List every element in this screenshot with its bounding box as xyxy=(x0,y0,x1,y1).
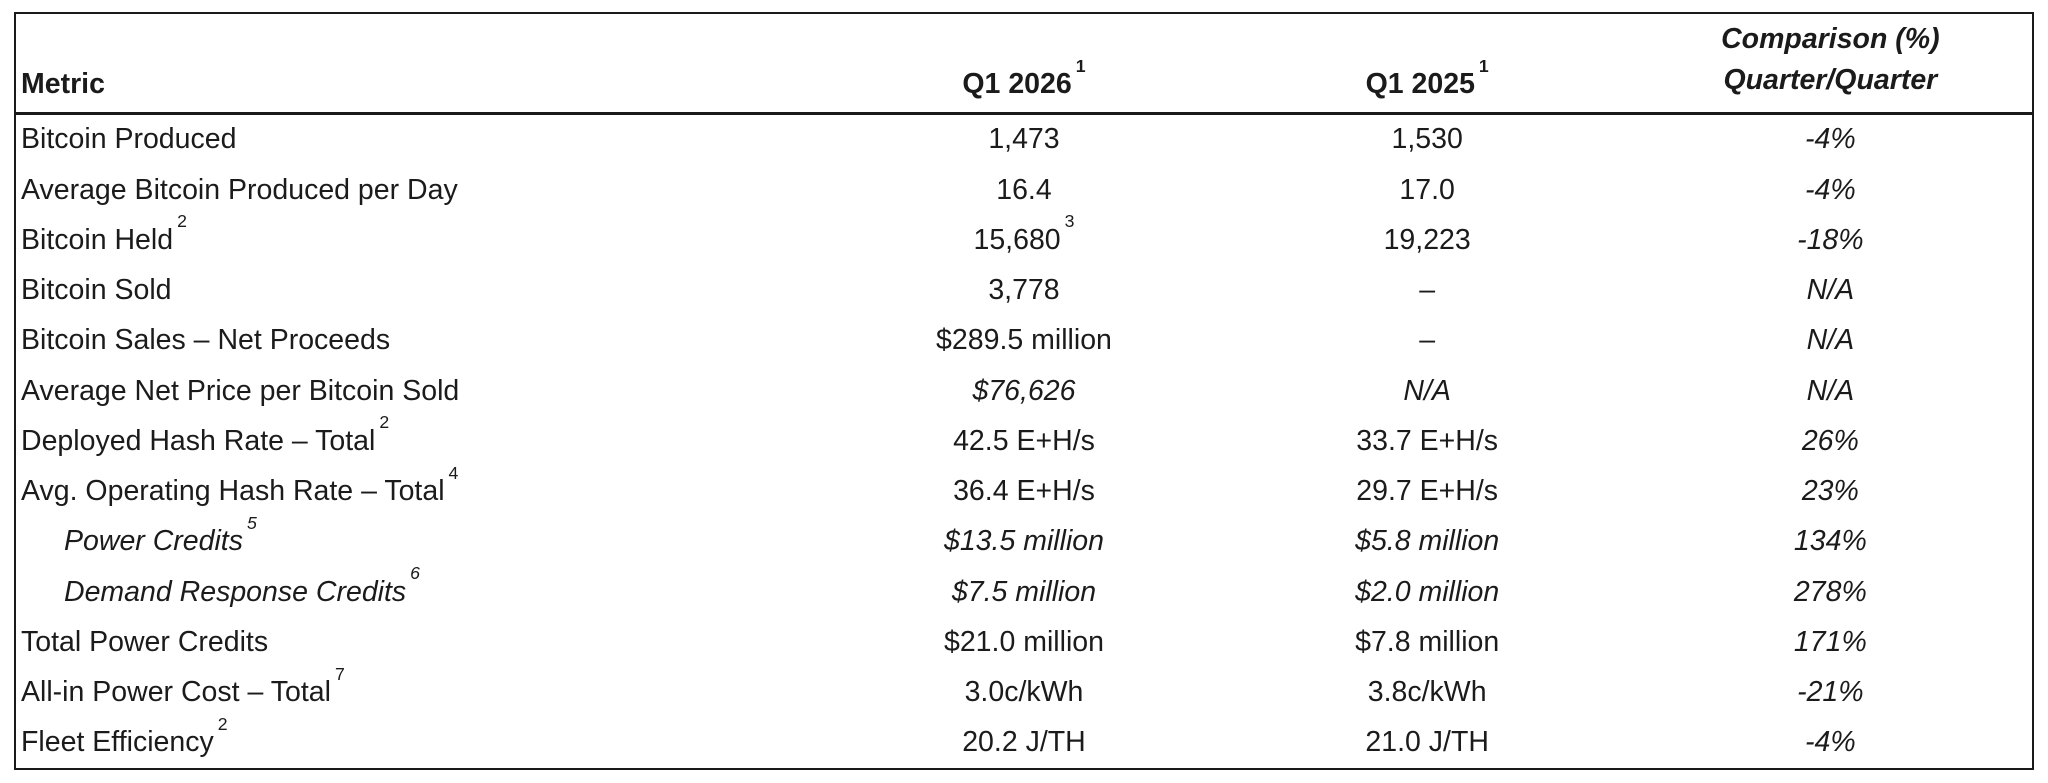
footnote-marker: 4 xyxy=(448,462,459,483)
q1-2025-header-label: Q1 20251 xyxy=(1365,55,1489,100)
q1-2025-value-cell: 29.7 E+H/s xyxy=(1356,475,1499,508)
footnote-marker: 2 xyxy=(379,412,390,433)
comparison-value-cell: 278% xyxy=(1793,575,1867,608)
comparison-value-cell: 171% xyxy=(1793,625,1867,658)
q1-2026-value-cell: 36.4 E+H/s xyxy=(953,475,1095,508)
footnote-marker: 2 xyxy=(217,713,228,734)
metric-cell: Average Net Price per Bitcoin Sold xyxy=(21,374,460,407)
q1-2026-value-cell: 16.4 xyxy=(996,173,1052,206)
q1-2026-value-cell: 20.2 J/TH xyxy=(962,726,1086,759)
q1-2026-value-cell: 15,6803 xyxy=(973,211,1075,256)
q1-2026-value-cell: $7.5 million xyxy=(951,575,1097,608)
q1-2025-value-cell: 19,223 xyxy=(1383,223,1471,256)
q1-2026-value-cell: $76,626 xyxy=(972,374,1076,407)
metric-column-header: Metric xyxy=(16,14,822,112)
table-row: Average Bitcoin Produced per Day 16.4 17.0… xyxy=(16,165,2032,215)
footnote-marker: 5 xyxy=(246,512,257,533)
q1-2026-value-cell: $289.5 million xyxy=(936,324,1112,357)
table-row: Bitcoin Sales – Net Proceeds $289.5 milli… xyxy=(16,316,2032,366)
q1-2026-column-header: Q1 20261 xyxy=(822,14,1225,112)
metric-cell: Average Bitcoin Produced per Day xyxy=(21,173,458,206)
comparison-value-cell: -21% xyxy=(1797,676,1864,709)
footnote-marker: 1 xyxy=(1075,55,1086,76)
q1-2025-value-cell: 1,530 xyxy=(1391,123,1463,156)
comparison-value-cell: N/A xyxy=(1806,374,1855,407)
table-body: Bitcoin Produced 1,473 1,530 -4% Average Bit… xyxy=(16,115,2032,768)
q1-2025-value-cell: 17.0 xyxy=(1399,173,1455,206)
q1-2025-value-cell: $7.8 million xyxy=(1355,625,1500,658)
table-row: Bitcoin Sold 3,778 – N/A xyxy=(16,266,2032,316)
comparison-value-cell: -4% xyxy=(1805,123,1856,156)
comparison-value-cell: -4% xyxy=(1805,173,1856,206)
table-row: Bitcoin Held2 15,6803 19,223 -18% xyxy=(16,211,2032,265)
q1-2025-value-cell: – xyxy=(1419,274,1436,307)
q1-2025-value-cell: 21.0 J/TH xyxy=(1365,726,1489,759)
footnote-marker: 3 xyxy=(1064,211,1075,232)
table-row: Avg. Operating Hash Rate – Total4 36.4 E+… xyxy=(16,462,2032,517)
metric-cell: Deployed Hash Rate – Total2 xyxy=(21,412,390,457)
q1-2026-value-cell: $13.5 million xyxy=(943,525,1104,558)
q1-2025-column-header: Q1 20251 xyxy=(1226,14,1629,112)
table-row: All-in Power Cost – Total7 3.0c/kWh 3.8c/k… xyxy=(16,663,2032,718)
table-header-row: Metric Q1 20261 Q1 20251 Comparison (%) … xyxy=(16,14,2032,115)
q1-2025-value-cell: 33.7 E+H/s xyxy=(1356,424,1499,457)
metric-cell: Avg. Operating Hash Rate – Total4 xyxy=(21,462,459,508)
q1-2025-value-cell: – xyxy=(1419,324,1436,357)
q1-2026-header-label: Q1 20261 xyxy=(962,55,1086,100)
comparison-value-cell: N/A xyxy=(1806,324,1855,357)
table-row: Fleet Efficiency2 20.2 J/TH 21.0 J/TH -4% xyxy=(16,713,2032,768)
q1-2025-value-cell: $5.8 million xyxy=(1355,525,1500,558)
q1-2026-value-cell: 3,778 xyxy=(988,274,1060,307)
footnote-marker: 1 xyxy=(1478,55,1489,76)
q1-2026-value-cell: $21.0 million xyxy=(943,625,1104,658)
footnote-marker: 2 xyxy=(177,211,187,232)
comparison-value-cell: 23% xyxy=(1801,475,1859,508)
metric-cell: Power Credits5 xyxy=(64,512,257,558)
comparison-column-header: Comparison (%) Quarter/Quarter xyxy=(1629,14,2032,112)
metric-cell: Total Power Credits xyxy=(21,625,269,658)
comparison-value-cell: -18% xyxy=(1797,223,1864,256)
metric-cell: Bitcoin Produced xyxy=(21,123,237,156)
metric-cell: Bitcoin Sales – Net Proceeds xyxy=(21,324,391,357)
table-row: Bitcoin Produced 1,473 1,530 -4% xyxy=(16,115,2032,165)
q1-2026-value-cell: 42.5 E+H/s xyxy=(953,424,1095,457)
comparison-header-line1: Comparison (%) xyxy=(1721,23,1940,55)
footnote-marker: 7 xyxy=(334,663,345,684)
metric-cell: Bitcoin Held2 xyxy=(21,211,187,256)
table-row: Power Credits5 $13.5 million $5.8 million 1… xyxy=(16,512,2032,567)
metric-cell: All-in Power Cost – Total7 xyxy=(21,663,345,709)
table-row: Total Power Credits $21.0 million $7.8 mil… xyxy=(16,617,2032,667)
metric-header-label: Metric xyxy=(21,68,105,100)
q1-2025-value-cell: N/A xyxy=(1403,374,1451,407)
table-row: Deployed Hash Rate – Total2 42.5 E+H/s 33.… xyxy=(16,412,2032,466)
comparison-value-cell: N/A xyxy=(1806,274,1855,307)
comparison-header-label: Comparison (%) Quarter/Quarter xyxy=(1721,19,1940,101)
q1-2026-value-cell: 1,473 xyxy=(988,123,1060,156)
q1-2025-value-cell: $2.0 million xyxy=(1355,575,1500,608)
comparison-value-cell: 134% xyxy=(1793,525,1867,558)
quarterly-metrics-table: Metric Q1 20261 Q1 20251 Comparison (%) … xyxy=(14,12,2034,770)
comparison-value-cell: 26% xyxy=(1801,424,1859,457)
table-row: Demand Response Credits6 $7.5 million $2.0… xyxy=(16,563,2032,617)
q1-2026-value-cell: 3.0c/kWh xyxy=(964,676,1084,709)
metric-cell: Fleet Efficiency2 xyxy=(21,713,228,759)
table-row: Average Net Price per Bitcoin Sold $76,62… xyxy=(16,366,2032,416)
q1-2025-value-cell: 3.8c/kWh xyxy=(1367,676,1487,709)
metric-cell: Demand Response Credits6 xyxy=(64,563,420,608)
metric-cell: Bitcoin Sold xyxy=(21,274,172,307)
comparison-header-line2: Quarter/Quarter xyxy=(1723,64,1938,96)
footnote-marker: 6 xyxy=(410,563,420,584)
comparison-value-cell: -4% xyxy=(1805,726,1856,759)
